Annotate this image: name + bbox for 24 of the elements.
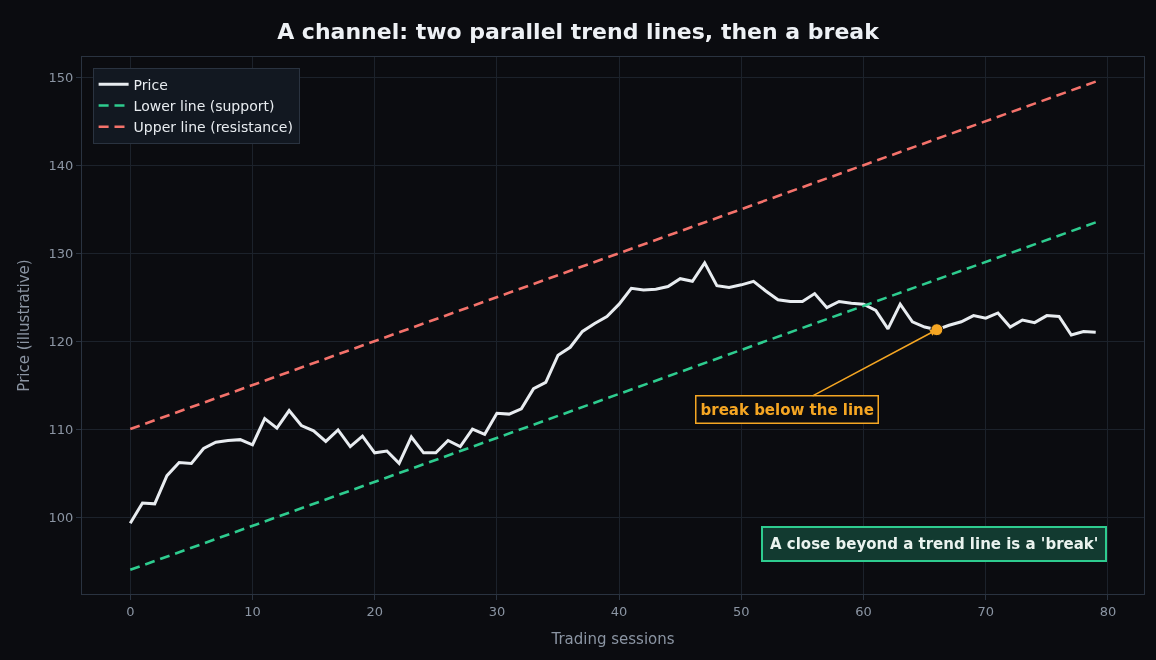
y-tick-label: 140 (48, 157, 74, 173)
x-tick-label: 50 (733, 603, 750, 619)
x-axis-title: Trading sessions (550, 629, 675, 648)
y-tick-label: 120 (48, 333, 74, 349)
x-tick-label: 30 (488, 603, 506, 619)
x-tick-label: 60 (855, 603, 872, 619)
y-tick-label: 150 (48, 69, 74, 85)
x-tick-label: 10 (244, 603, 261, 619)
legend-label: Lower line (support) (133, 98, 275, 114)
legend-label: Upper line (resistance) (133, 119, 293, 136)
legend-label: Price (133, 76, 168, 93)
x-tick-label: 80 (1099, 603, 1117, 619)
x-tick-label: 20 (366, 603, 383, 619)
x-tick-label: 0 (126, 603, 135, 619)
chart-title: A channel: two parallel trend lines, then a break (277, 18, 881, 44)
y-tick-label: 110 (48, 421, 74, 437)
annotation: break below the line (700, 400, 874, 419)
line-series (128, 261, 1098, 525)
x-tick-label: 40 (610, 603, 628, 619)
annotation: A close beyond a trend line is a 'break' (770, 535, 1099, 553)
x-tick-label: 70 (977, 603, 995, 619)
y-tick-label: 100 (48, 509, 74, 525)
y-tick-label: 130 (48, 245, 74, 261)
y-axis-title: Price (illustrative) (14, 259, 33, 392)
